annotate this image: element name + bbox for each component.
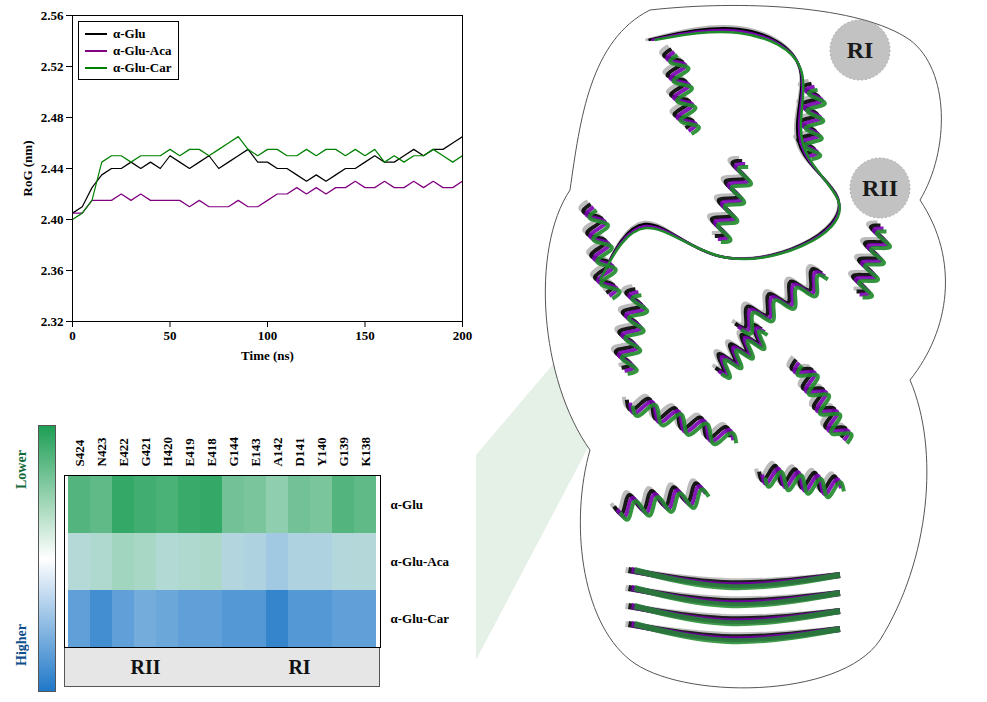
svg-text:RoG (nm): RoG (nm) — [20, 141, 35, 197]
html-text:α-Glu-Car: α-Glu-Car — [113, 59, 172, 75]
svg-text:2.48: 2.48 — [41, 110, 64, 125]
svg-text:H420: H420 — [160, 437, 175, 467]
svg-text:50: 50 — [164, 328, 177, 343]
svg-text:E419: E419 — [182, 438, 197, 467]
svg-text:100: 100 — [258, 328, 278, 343]
svg-text:200: 200 — [453, 328, 473, 343]
svg-text:RII: RII — [862, 175, 898, 201]
svg-text:150: 150 — [355, 328, 375, 343]
svg-text:α-Glu-Car: α-Glu-Car — [391, 611, 450, 626]
svg-text:2.56: 2.56 — [41, 8, 64, 23]
svg-text:2.44: 2.44 — [41, 161, 64, 176]
svg-text:E422: E422 — [116, 438, 131, 466]
html-text:Higher: Higher — [14, 624, 29, 666]
svg-text:G421: G421 — [138, 437, 153, 467]
svg-text:E143: E143 — [248, 438, 263, 467]
svg-text:Y140: Y140 — [314, 438, 329, 467]
svg-text:2.36: 2.36 — [41, 263, 64, 278]
html-text:Lower: Lower — [14, 450, 29, 490]
svg-text:N423: N423 — [94, 437, 109, 466]
svg-text:Time (ns): Time (ns) — [241, 348, 294, 363]
svg-text:K138: K138 — [358, 436, 373, 466]
svg-text:0: 0 — [69, 328, 76, 343]
svg-text:2.40: 2.40 — [41, 212, 64, 227]
svg-text:S424: S424 — [72, 439, 87, 466]
svg-text:RI: RI — [847, 37, 874, 63]
svg-text:α-Glu-Aca: α-Glu-Aca — [391, 554, 450, 569]
html-text:α-Glu-Aca: α-Glu-Aca — [113, 42, 172, 58]
svg-text:D141: D141 — [292, 438, 307, 467]
svg-text:α-Glu: α-Glu — [391, 497, 424, 512]
html-text:α-Glu: α-Glu — [113, 25, 146, 41]
svg-text:G144: G144 — [226, 436, 241, 466]
svg-text:2.52: 2.52 — [41, 59, 64, 74]
svg-text:RII: RII — [130, 656, 160, 678]
svg-text:E418: E418 — [204, 438, 219, 467]
svg-text:A142: A142 — [270, 438, 285, 467]
svg-text:RI: RI — [288, 656, 310, 678]
svg-text:2.32: 2.32 — [41, 314, 64, 329]
svg-text:G139: G139 — [336, 436, 351, 466]
